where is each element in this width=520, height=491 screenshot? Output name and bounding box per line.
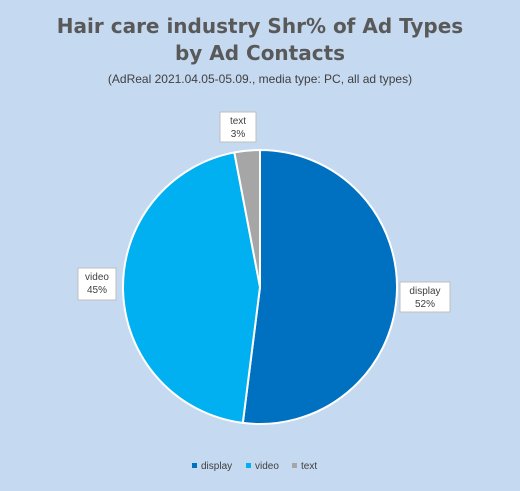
chart-title-line1: Hair care industry Shr% of Ad Types	[57, 14, 463, 38]
data-label-box	[77, 267, 117, 301]
legend-swatch	[192, 463, 197, 468]
legend-swatch	[292, 463, 297, 468]
chart-title-line2: by Ad Contacts	[175, 41, 345, 65]
legend-swatch	[246, 463, 251, 468]
data-label-box	[219, 111, 257, 143]
data-label-value: 45%	[87, 285, 107, 296]
legend: display video text	[192, 461, 317, 472]
legend-label: video	[255, 461, 279, 472]
data-label-display: display 52%	[399, 281, 451, 313]
data-label-text: text 3%	[219, 111, 257, 143]
pie-slice-video	[122, 151, 262, 425]
legend-label: text	[301, 461, 317, 472]
chart-subtitle: (AdReal 2021.04.05-05.09., media type: P…	[108, 72, 412, 86]
legend-item-video: video	[246, 461, 279, 472]
pie-slice-text	[233, 148, 261, 288]
data-label-category: video	[85, 272, 109, 283]
data-label-box	[399, 281, 451, 313]
data-label-category: text	[230, 116, 246, 127]
legend-item-text: text	[292, 461, 317, 472]
data-label-video: video 45%	[77, 267, 117, 301]
data-label-value: 52%	[415, 299, 435, 310]
data-labels: display 52% video 45% text 3%	[77, 111, 451, 313]
data-label-category: display	[409, 286, 440, 297]
legend-label: display	[201, 461, 232, 472]
legend-item-display: display	[192, 461, 232, 472]
pie-slices	[122, 148, 398, 425]
data-label-value: 3%	[231, 129, 246, 140]
pie-slice-display	[241, 148, 398, 425]
